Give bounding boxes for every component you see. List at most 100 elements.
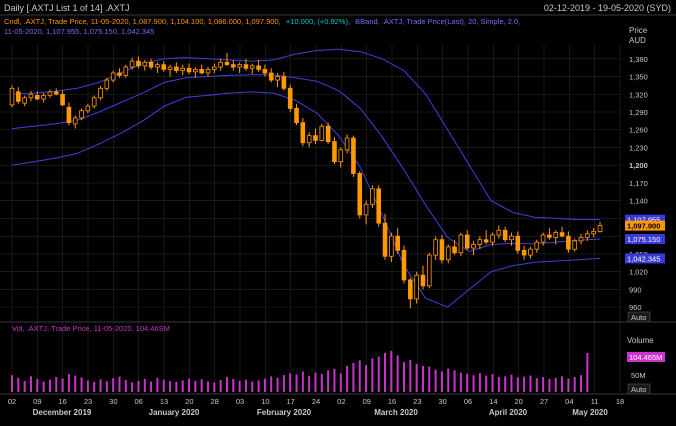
candle-body[interactable]: [528, 248, 533, 256]
candle-body[interactable]: [547, 234, 552, 238]
candle-body[interactable]: [401, 249, 407, 281]
candle-body[interactable]: [572, 240, 578, 250]
candle-body[interactable]: [66, 106, 72, 124]
candle-body[interactable]: [439, 239, 445, 261]
candle-body[interactable]: [180, 67, 186, 72]
candle-body[interactable]: [597, 225, 603, 232]
volume-bar: [384, 352, 387, 392]
candle-body[interactable]: [237, 64, 242, 68]
candle-body[interactable]: [72, 117, 78, 125]
candle-body[interactable]: [205, 69, 211, 74]
candle-body[interactable]: [477, 239, 483, 245]
candle-body[interactable]: [445, 246, 451, 261]
candle-body[interactable]: [47, 91, 53, 96]
candle-body[interactable]: [167, 66, 173, 70]
candle-body[interactable]: [566, 235, 571, 250]
candle-body[interactable]: [53, 91, 59, 95]
candle-body[interactable]: [104, 79, 110, 89]
candle-body[interactable]: [117, 72, 122, 76]
candle-body[interactable]: [262, 69, 268, 74]
candle-body[interactable]: [338, 149, 344, 163]
candle-body[interactable]: [389, 235, 394, 257]
candle-body[interactable]: [300, 122, 306, 144]
candle-body[interactable]: [110, 72, 116, 81]
candle-body[interactable]: [287, 87, 293, 109]
candle-body[interactable]: [433, 239, 438, 256]
candle-body[interactable]: [60, 93, 65, 106]
candle-body[interactable]: [41, 95, 46, 100]
price-tag-label: 1,042.345: [627, 254, 660, 263]
candle-body[interactable]: [136, 60, 141, 67]
candle-body[interactable]: [249, 65, 255, 69]
candle-body[interactable]: [306, 135, 312, 144]
candle-body[interactable]: [199, 69, 204, 74]
candle-body[interactable]: [540, 234, 546, 243]
candle-body[interactable]: [148, 61, 154, 68]
candle-body[interactable]: [98, 87, 103, 99]
candle-body[interactable]: [256, 65, 261, 70]
candle-body[interactable]: [521, 249, 527, 256]
candle-body[interactable]: [193, 69, 198, 73]
candle-body[interactable]: [313, 135, 318, 141]
candle-body[interactable]: [91, 97, 97, 107]
candle-body[interactable]: [16, 91, 21, 102]
candle-body[interactable]: [28, 93, 34, 99]
candle-body[interactable]: [123, 66, 129, 76]
candle-body[interactable]: [420, 274, 426, 287]
candle-body[interactable]: [212, 66, 217, 70]
candle-body[interactable]: [509, 235, 514, 241]
candle-body[interactable]: [174, 66, 179, 72]
candle-body[interactable]: [395, 235, 400, 251]
candle-body[interactable]: [186, 67, 192, 73]
candle-body[interactable]: [363, 203, 369, 216]
candle-body[interactable]: [161, 64, 167, 70]
candle-body[interactable]: [490, 234, 495, 243]
candle-body[interactable]: [578, 236, 584, 242]
candle-body[interactable]: [218, 61, 223, 68]
candle-body[interactable]: [357, 173, 363, 216]
candle-body[interactable]: [319, 125, 325, 141]
candle-body[interactable]: [458, 234, 464, 254]
candle-body[interactable]: [585, 233, 590, 238]
candle-body[interactable]: [414, 274, 419, 300]
candle-body[interactable]: [559, 232, 565, 237]
candle-body[interactable]: [464, 234, 470, 249]
candle-body[interactable]: [325, 125, 331, 142]
candle-body[interactable]: [79, 110, 84, 119]
candle-body[interactable]: [426, 254, 432, 287]
candle-body[interactable]: [370, 188, 375, 205]
candle-body[interactable]: [376, 188, 382, 224]
candle-body[interactable]: [496, 229, 502, 236]
candle-body[interactable]: [34, 95, 40, 100]
candle-body[interactable]: [502, 229, 508, 241]
candle-body[interactable]: [243, 64, 249, 69]
candle-body[interactable]: [294, 108, 299, 124]
candle-body[interactable]: [142, 61, 148, 67]
candle-body[interactable]: [344, 137, 350, 151]
candle-body[interactable]: [515, 235, 521, 251]
candle-body[interactable]: [553, 232, 559, 238]
candle-body[interactable]: [351, 137, 356, 174]
candle-body[interactable]: [534, 241, 540, 250]
candle-body[interactable]: [85, 105, 91, 112]
candle-body[interactable]: [129, 60, 135, 68]
candle-body[interactable]: [22, 97, 27, 104]
volume-bar: [276, 377, 279, 392]
candle-body[interactable]: [408, 279, 413, 300]
candle-body[interactable]: [230, 64, 236, 68]
candle-body[interactable]: [471, 244, 476, 249]
candle-body[interactable]: [332, 141, 337, 163]
volume-bar: [112, 378, 115, 392]
candle-body[interactable]: [452, 246, 457, 254]
candle-body[interactable]: [224, 61, 230, 66]
candle-body[interactable]: [591, 231, 596, 235]
candle-body[interactable]: [155, 64, 160, 68]
volume-bar: [548, 378, 551, 392]
candle-body[interactable]: [281, 76, 287, 89]
candle-body[interactable]: [9, 87, 15, 106]
candle-body[interactable]: [483, 239, 489, 243]
candle-body[interactable]: [275, 76, 280, 81]
candle-body[interactable]: [268, 72, 274, 81]
candle-body[interactable]: [382, 222, 388, 257]
